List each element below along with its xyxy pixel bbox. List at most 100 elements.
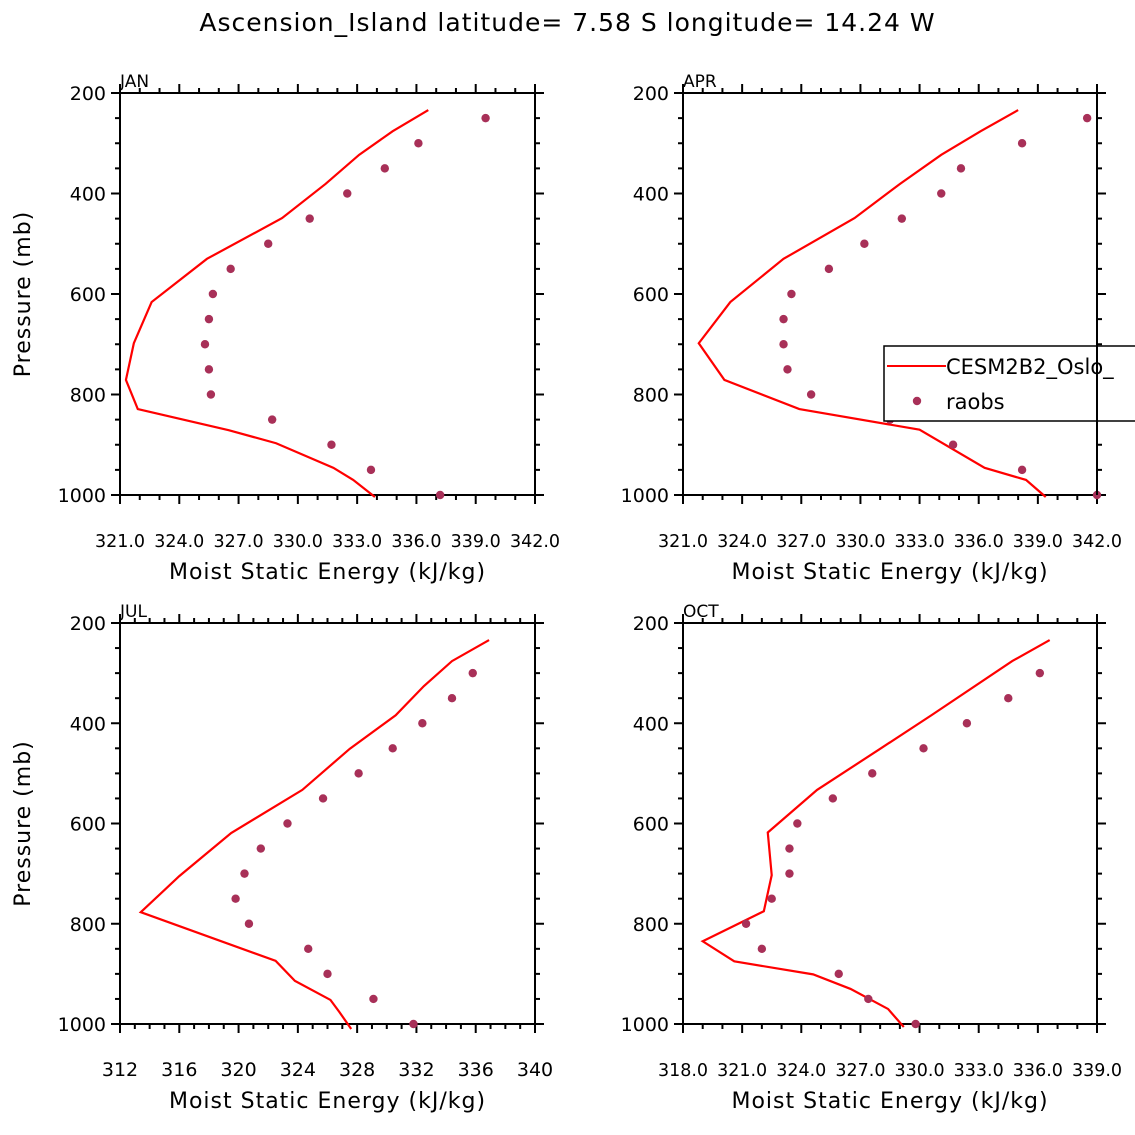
panel-label: OCT <box>683 602 719 622</box>
obs-point <box>256 844 266 853</box>
obs-point <box>354 769 363 778</box>
obs-point <box>1082 113 1092 123</box>
obs-point <box>937 189 946 198</box>
obs-point <box>264 239 273 248</box>
x-tick-label: 333.0 <box>954 1061 1004 1081</box>
obs-point <box>244 919 254 928</box>
x-tick-label: 336.0 <box>1013 1061 1063 1081</box>
legend-label-model: CESM2B2_Oslo_ <box>946 355 1114 380</box>
x-tick-label: 324 <box>280 1059 316 1081</box>
obs-point <box>785 844 794 853</box>
obs-point <box>787 289 796 299</box>
x-tick-label: 330.0 <box>835 532 885 552</box>
panel-apr: APR 200 400 600 800 1000 321.0 324.0 327.0 330.0 3… <box>621 72 1122 585</box>
obs-point <box>1017 465 1027 475</box>
obs-point <box>828 794 838 803</box>
panel-oct: OCT 200 400 600 800 1000 318.0 321.0 324.0 327.0 3… <box>621 602 1122 1114</box>
plot-frame <box>119 622 536 1025</box>
obs-point <box>305 214 314 223</box>
y-tick-label: 800 <box>633 385 669 407</box>
plot-frame <box>682 92 1098 496</box>
obs-point <box>793 819 802 828</box>
x-tick-label: 321.0 <box>717 1061 767 1081</box>
obs-point <box>240 869 249 878</box>
obs-point <box>468 668 477 678</box>
obs-point <box>318 794 328 803</box>
obs-point <box>741 919 751 928</box>
x-tick-label: 321.0 <box>95 532 145 552</box>
obs-point <box>785 869 794 878</box>
obs-point <box>231 894 240 903</box>
y-tick-label: 400 <box>70 713 106 735</box>
legend-marker-swatch <box>912 396 922 406</box>
x-tick-label: 339.0 <box>1072 1061 1122 1081</box>
x-tick-label: 324.0 <box>717 532 767 552</box>
y-tick-label: 600 <box>633 284 669 306</box>
obs-point <box>369 994 378 1004</box>
x-tick-label: 333.0 <box>332 532 382 552</box>
obs-point <box>864 994 873 1004</box>
x-tick-label: 316 <box>161 1059 197 1081</box>
panel-label: JAN <box>119 72 149 92</box>
x-axis-label: Moist Static Energy (kJ/kg) <box>169 560 486 585</box>
y-tick-label: 800 <box>70 385 106 407</box>
obs-point <box>834 969 843 979</box>
obs-point <box>868 769 877 778</box>
y-tick-label: 200 <box>70 83 106 105</box>
legend: CESM2B2_Oslo_raobs <box>883 345 1135 422</box>
x-tick-label: 327.0 <box>214 532 264 552</box>
panel-label: APR <box>683 72 717 92</box>
x-axis-label: Moist Static Energy (kJ/kg) <box>731 1089 1048 1114</box>
obs-point <box>283 819 292 828</box>
x-tick-label: 330.0 <box>273 532 323 552</box>
obs-point <box>824 264 834 274</box>
y-tick-label: 800 <box>633 914 669 936</box>
obs-point <box>323 969 332 979</box>
x-tick-label: 333.0 <box>895 532 945 552</box>
y-tick-label: 600 <box>70 284 106 306</box>
y-tick-label: 1000 <box>621 1014 669 1036</box>
y-axis-label: Pressure (mb) <box>11 211 36 378</box>
obs-point <box>388 744 397 753</box>
x-tick-label: 312 <box>102 1059 138 1081</box>
x-tick-label: 339.0 <box>451 532 501 552</box>
obs-point <box>806 390 816 399</box>
obs-point <box>409 1019 418 1029</box>
obs-point <box>767 894 776 903</box>
y-tick-label: 1000 <box>58 1014 106 1036</box>
panel-label: JUL <box>119 602 147 622</box>
obs-point <box>919 744 928 753</box>
panel-jul: JUL 200 400 600 800 1000 312 316 320 324 328 332 336… <box>11 602 553 1114</box>
x-tick-label: 340 <box>517 1059 553 1081</box>
x-tick-label: 336.0 <box>954 532 1004 552</box>
model-line <box>124 109 429 498</box>
x-tick-label: 330.0 <box>895 1061 945 1081</box>
obs-point <box>435 490 445 500</box>
obs-point <box>204 314 214 324</box>
obs-point <box>962 719 972 728</box>
y-tick-label: 400 <box>633 713 669 735</box>
x-tick-label: 332 <box>398 1059 434 1081</box>
obs-point <box>948 440 958 449</box>
y-tick-label: 600 <box>70 814 106 836</box>
obs-point <box>414 139 423 148</box>
obs-point <box>1035 668 1045 678</box>
obs-point <box>779 340 788 349</box>
obs-point <box>204 365 214 374</box>
y-tick-label: 800 <box>70 914 106 936</box>
model-line <box>138 639 490 1030</box>
x-axis-label: Moist Static Energy (kJ/kg) <box>731 560 1048 585</box>
model-line <box>697 109 1047 498</box>
legend-box <box>883 345 1135 422</box>
obs-point <box>481 113 490 123</box>
obs-point <box>200 340 210 349</box>
obs-point <box>226 264 235 274</box>
y-tick-label: 1000 <box>621 485 669 507</box>
obs-point <box>208 289 218 299</box>
obs-point <box>757 944 767 954</box>
obs-point <box>447 693 457 703</box>
x-tick-label: 336 <box>458 1059 494 1081</box>
obs-point <box>327 440 336 449</box>
x-tick-label: 320 <box>220 1059 256 1081</box>
x-axis-label: Moist Static Energy (kJ/kg) <box>169 1089 486 1114</box>
